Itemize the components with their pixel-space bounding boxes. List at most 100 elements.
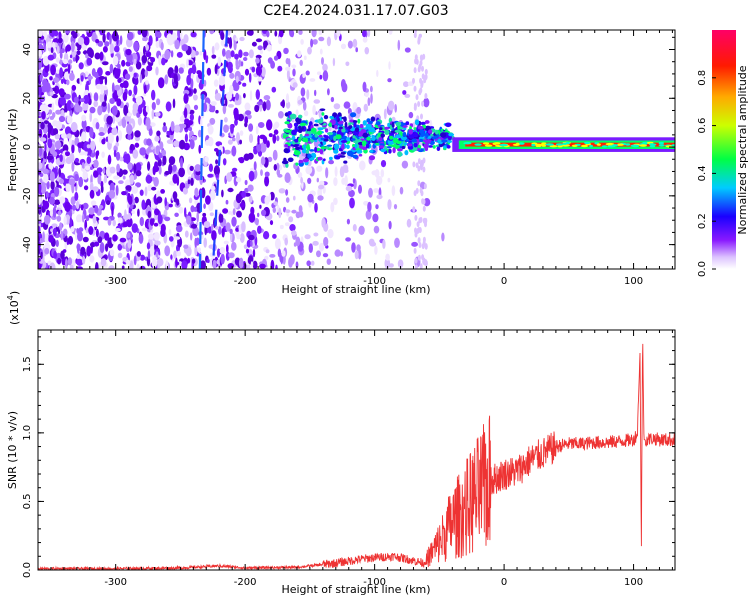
spectrogram-cluster-cell [362, 120, 367, 126]
spectrogram-speckle [247, 184, 254, 192]
spectrogram-speckle [284, 172, 291, 183]
spectrogram-speckle [408, 111, 414, 119]
spectrogram-speckle [414, 54, 418, 61]
spectrogram-speckle [423, 75, 427, 82]
spectrogram-cluster-cell [340, 151, 346, 155]
spectrogram-speckle [179, 123, 187, 129]
spectrogram-speckle [86, 57, 93, 66]
spectrogram-speckle [168, 229, 172, 236]
spectrogram-speckle [424, 93, 428, 99]
spectrogram-speckle [86, 47, 94, 57]
spectrogram-speckle [164, 74, 169, 85]
spectrogram-speckle [293, 195, 296, 201]
spectrogram-speckle [239, 202, 245, 208]
spectrogram-speckle [422, 257, 426, 264]
spectrogram-speckle [388, 220, 392, 230]
spectrogram-heatmap [38, 30, 675, 269]
spectrogram-speckle [102, 85, 108, 91]
spectrogram-speckle [397, 39, 401, 51]
spectrogram-cluster-cell [395, 121, 402, 127]
colorbar-ticks: 0.0 0.2 0.4 0.6 0.8 [697, 70, 716, 277]
spectrogram-streak [198, 30, 205, 269]
spectrogram-cluster-cell [348, 122, 352, 126]
spectrogram-speckle [357, 248, 362, 260]
spectrogram-speckle [191, 64, 197, 75]
spectrogram-speckle [129, 204, 134, 209]
spectrogram-speckle [230, 123, 234, 134]
spectrogram-speckle [42, 200, 50, 210]
snr-scale-exponent: 4 [6, 295, 15, 300]
spectrogram-speckle [229, 72, 235, 79]
spectrogram-speckle [220, 214, 224, 223]
spectrogram-speckle [38, 69, 42, 74]
spectrogram-speckle [283, 47, 289, 55]
spectrogram-speckle [127, 192, 131, 203]
spectrogram-cluster-cell [329, 115, 334, 119]
spectrogram-speckle [419, 54, 423, 61]
spectrogram-speckle [391, 116, 396, 122]
spectrogram-cluster-cell [287, 157, 294, 163]
colorbar-tick-label: 0.0 [697, 261, 708, 277]
spectrogram-speckle [108, 189, 116, 199]
spectrogram-speckle [86, 245, 92, 257]
spectrogram-speckle [133, 174, 138, 180]
spectrogram-speckle [49, 91, 54, 96]
spectrogram-speckle [206, 259, 210, 263]
snr-scale-factor: (x104) [6, 291, 21, 325]
spectrogram-speckle [330, 96, 335, 103]
spectrogram-speckle [68, 59, 73, 64]
spectrogram-speckle [250, 261, 254, 268]
carrier-fleck [492, 142, 498, 145]
spectrogram-speckle [264, 175, 270, 187]
spectrogram-cluster-cell [419, 129, 425, 135]
spectrogram-cluster-cell [357, 118, 361, 124]
spectrogram-speckle [101, 138, 106, 145]
spectrogram-speckle [195, 170, 201, 176]
spectrogram-speckle [101, 151, 105, 158]
spectrogram-speckle [423, 97, 430, 108]
spectrogram-speckle [141, 30, 148, 38]
carrier-fleck [555, 143, 564, 146]
spectrogram-speckle [277, 65, 283, 72]
spectrogram-cluster-cell [354, 143, 358, 149]
y-tick-label: 0.0 [22, 562, 33, 578]
x-tick-label: -300 [104, 577, 127, 588]
spectrogram-speckle [270, 60, 274, 66]
spectrogram-speckle [145, 105, 150, 113]
spectrogram-speckle [419, 263, 423, 269]
spectrogram-speckle [297, 50, 302, 58]
spectrogram-speckle [141, 54, 148, 64]
spectrogram-speckle [89, 255, 95, 263]
spectrogram-speckle [187, 179, 191, 185]
spectrogram-speckle [372, 213, 379, 223]
spectrogram-cluster-cell [378, 137, 383, 142]
spectrogram-speckle [93, 159, 99, 169]
spectrogram-speckle [327, 228, 334, 239]
spectrogram-speckle [117, 252, 123, 259]
spectrogram-speckle [260, 169, 263, 177]
spectrogram-speckle [274, 121, 280, 129]
spectrogram-speckle [285, 66, 291, 71]
snr-plot-area [38, 330, 675, 570]
snr-series-layer [38, 343, 675, 570]
spectrogram-speckle [107, 154, 112, 165]
spectrogram-speckle [43, 150, 47, 160]
spectrogram-speckle [48, 109, 53, 115]
spectrogram-speckle [107, 102, 110, 114]
spectrogram-speckle [134, 142, 140, 148]
spectrogram-speckle [164, 49, 171, 60]
spectrogram-speckle [99, 30, 104, 36]
spectrogram-speckle [367, 201, 372, 212]
spectrogram-speckle [165, 260, 169, 269]
spectrogram-speckle [77, 142, 84, 149]
spectrogram-cluster-cell [443, 145, 447, 149]
spectrogram-cluster-cell [378, 127, 383, 131]
spectrogram-speckle [111, 105, 118, 116]
spectrogram-speckle [306, 89, 310, 100]
spectrogram-speckle [139, 189, 144, 196]
spectrogram-speckle [50, 64, 56, 76]
spectrogram-speckle [74, 157, 80, 163]
spectrogram-speckle [98, 132, 105, 136]
spectrogram-speckle [312, 240, 319, 246]
spectrogram-speckle [343, 101, 351, 109]
